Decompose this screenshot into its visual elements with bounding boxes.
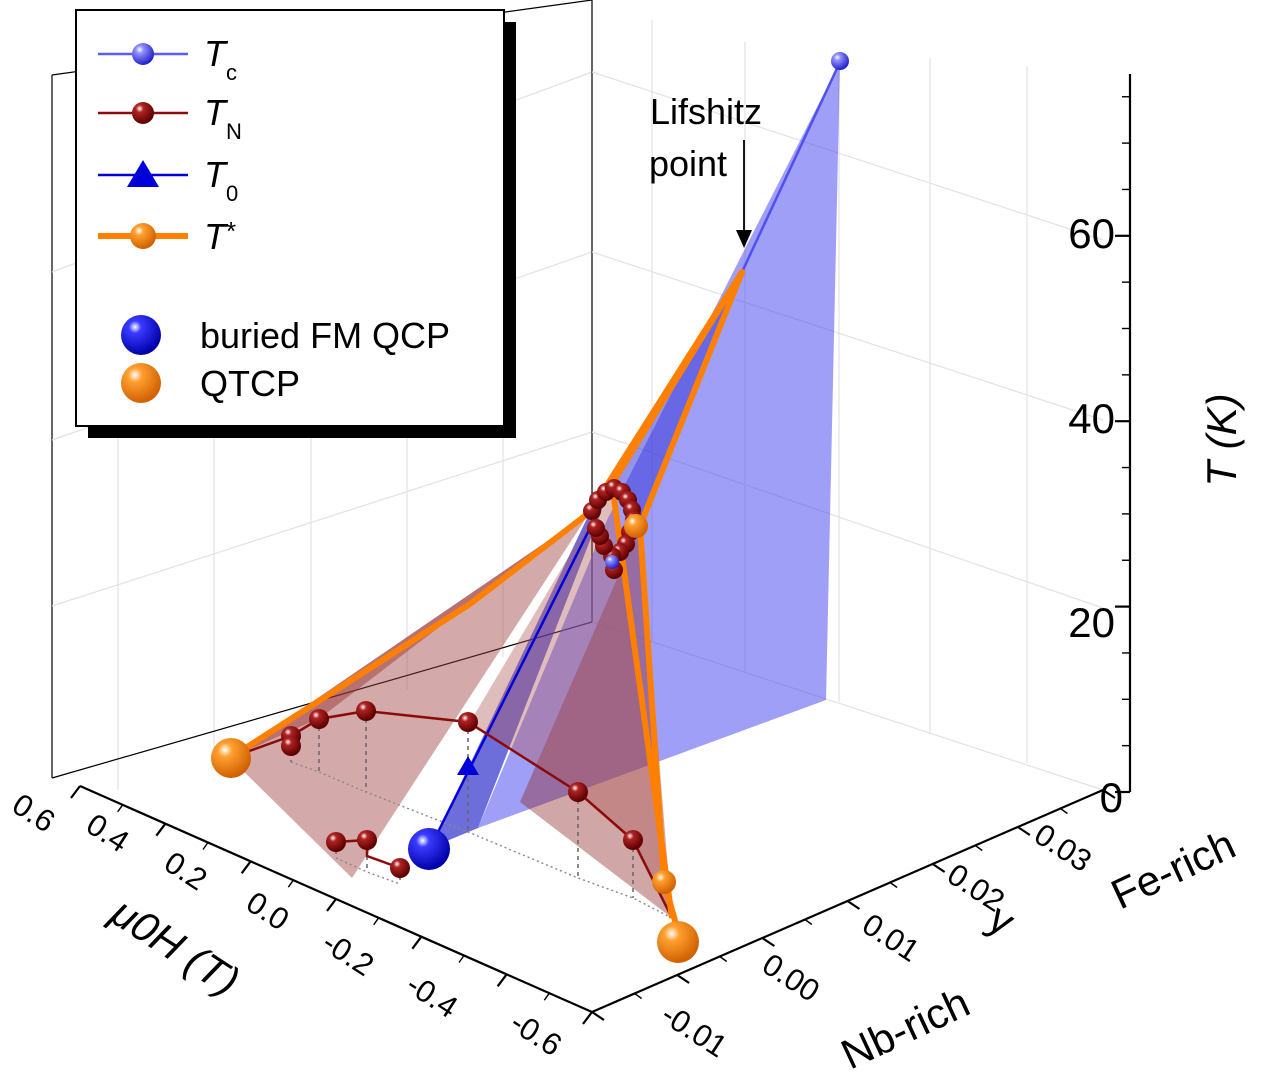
tn-point xyxy=(326,832,346,852)
h-tick xyxy=(287,879,294,888)
h-tick xyxy=(458,955,465,963)
tstar-point xyxy=(652,870,676,894)
y-tick xyxy=(761,937,775,947)
svg-text:N: N xyxy=(226,119,242,144)
h-tick-label: -0.6 xyxy=(504,1005,568,1063)
t0-marker xyxy=(457,756,479,775)
svg-text:buried FM QCP: buried FM QCP xyxy=(200,315,450,356)
tstar-markers xyxy=(624,514,676,894)
nb-rich-label: Nb-rich xyxy=(834,978,977,1074)
legend-entry-buried-fm-qcp: buried FM QCP xyxy=(121,315,450,356)
y-tick xyxy=(591,1011,605,1021)
svg-text:T: T xyxy=(204,154,229,195)
tn-point xyxy=(309,709,329,729)
h-tick xyxy=(117,804,124,813)
tn-point xyxy=(623,830,643,850)
h-tick xyxy=(202,842,209,850)
annotation-line1: Lifshitz xyxy=(650,91,762,132)
h-tick-label: 0.0 xyxy=(240,885,295,938)
h-tick-label: 0.2 xyxy=(158,845,213,898)
y-tick-label: 0.03 xyxy=(1028,817,1098,879)
h-tick xyxy=(326,898,337,912)
tstar-point xyxy=(624,514,648,538)
tc-point xyxy=(605,555,619,569)
svg-text:0: 0 xyxy=(226,181,238,206)
h-tick xyxy=(411,936,423,950)
legend-entry-t0: T 0 xyxy=(98,154,238,206)
y-tick xyxy=(932,863,946,873)
floor-projection xyxy=(290,761,673,919)
svg-text:*: * xyxy=(226,216,236,246)
svg-text:c: c xyxy=(226,60,237,85)
h-axis: 0.6 0.4 0.2 0.0 -0.2 -0.4 -0.6 μ0H (T) xyxy=(6,784,593,1063)
h-tick-label: -0.2 xyxy=(316,925,380,983)
svg-text:T: T xyxy=(204,216,229,257)
tc-markers xyxy=(605,52,849,569)
y-tick xyxy=(719,955,728,963)
y-tick xyxy=(634,992,642,1000)
h-tick xyxy=(543,992,550,1001)
buried-fm-qcp-point xyxy=(408,828,450,870)
t-tick-label: 20 xyxy=(1068,599,1115,646)
qtcp-point xyxy=(211,738,251,778)
t-axis: 60 40 20 0 T (K) xyxy=(1068,74,1245,821)
legend-entry-tstar: T * xyxy=(98,216,236,257)
tn-point xyxy=(356,701,376,721)
tn-point xyxy=(281,736,301,756)
y-tick xyxy=(1017,826,1031,836)
h-axis-title: μ0H (T) xyxy=(102,888,248,1005)
h-tick xyxy=(155,823,167,837)
fe-rich-label: Fe-rich xyxy=(1104,820,1242,918)
svg-text:T: T xyxy=(204,33,229,74)
h-tick xyxy=(373,917,380,926)
tn-markers xyxy=(281,701,643,878)
h-tick-label: -0.4 xyxy=(400,967,464,1025)
lifshitz-annotation: Lifshitz point xyxy=(649,91,762,248)
h-tick xyxy=(70,785,81,799)
y-tick xyxy=(889,881,898,889)
t-tick-label: 60 xyxy=(1068,210,1115,257)
annotation-line2: point xyxy=(649,143,727,184)
tn-surfaces xyxy=(230,484,672,918)
h-tick-label: 0.6 xyxy=(6,787,61,840)
h-tick xyxy=(496,973,508,987)
y-tick xyxy=(676,974,690,984)
legend-entry-qtcp: QTCP xyxy=(121,363,300,404)
y-tick xyxy=(1102,789,1116,799)
y-tick-label: 0.01 xyxy=(856,907,926,969)
h-tick xyxy=(582,1011,593,1025)
t-axis-title: T (K) xyxy=(1198,393,1245,486)
tn-point xyxy=(390,858,410,878)
y-tick-label: 0.00 xyxy=(756,947,826,1009)
buried-fm-qcp-marker xyxy=(408,828,450,870)
qtcp-point xyxy=(657,921,699,963)
y-tick xyxy=(846,900,861,910)
t-tick-label: 0 xyxy=(1100,774,1123,821)
tc-point xyxy=(831,52,849,70)
tn-cluster-point xyxy=(587,519,605,537)
svg-text:T: T xyxy=(204,92,229,133)
tn-point xyxy=(357,830,377,850)
h-tick-label: 0.4 xyxy=(80,807,135,860)
tn-point xyxy=(458,712,478,732)
qtcp-markers xyxy=(211,738,699,963)
legend-entry-tc: T c xyxy=(98,33,237,85)
y-tick xyxy=(974,844,983,852)
t0-point xyxy=(457,756,479,775)
legend-entry-tn: T N xyxy=(98,92,242,144)
y-tick-label: -0.01 xyxy=(655,997,733,1065)
y-tick xyxy=(1060,807,1068,815)
h-tick xyxy=(240,860,252,874)
tn-point xyxy=(568,782,588,802)
y-tick xyxy=(804,918,813,926)
t-tick-label: 40 xyxy=(1068,395,1115,442)
svg-text:QTCP: QTCP xyxy=(200,363,300,404)
legend: T c T N T 0 T * buried FM QCP QTCP xyxy=(75,9,516,438)
